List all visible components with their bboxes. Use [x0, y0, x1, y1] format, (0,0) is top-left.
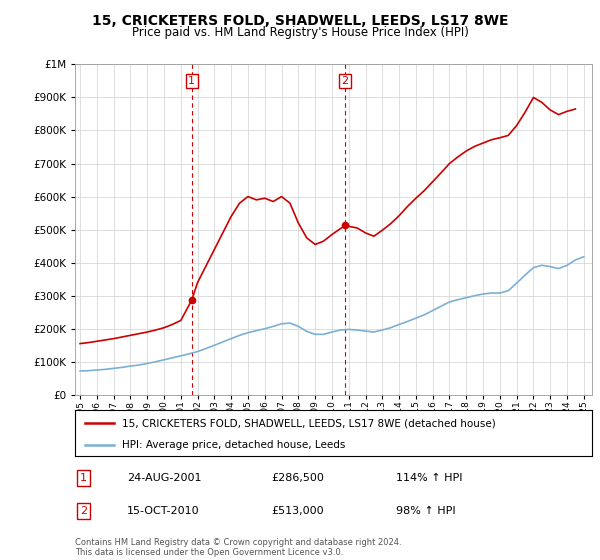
Text: HPI: Average price, detached house, Leeds: HPI: Average price, detached house, Leed… [122, 440, 345, 450]
Text: 2: 2 [80, 506, 87, 516]
Text: 24-AUG-2001: 24-AUG-2001 [127, 473, 201, 483]
Text: Price paid vs. HM Land Registry's House Price Index (HPI): Price paid vs. HM Land Registry's House … [131, 26, 469, 39]
Text: 15, CRICKETERS FOLD, SHADWELL, LEEDS, LS17 8WE: 15, CRICKETERS FOLD, SHADWELL, LEEDS, LS… [92, 14, 508, 28]
Text: 114% ↑ HPI: 114% ↑ HPI [395, 473, 462, 483]
Text: 2: 2 [341, 76, 349, 86]
Text: 1: 1 [188, 76, 195, 86]
Text: 98% ↑ HPI: 98% ↑ HPI [395, 506, 455, 516]
Text: Contains HM Land Registry data © Crown copyright and database right 2024.
This d: Contains HM Land Registry data © Crown c… [75, 538, 401, 557]
Text: 15-OCT-2010: 15-OCT-2010 [127, 506, 199, 516]
Text: 15, CRICKETERS FOLD, SHADWELL, LEEDS, LS17 8WE (detached house): 15, CRICKETERS FOLD, SHADWELL, LEEDS, LS… [122, 418, 495, 428]
Text: £513,000: £513,000 [272, 506, 324, 516]
Text: £286,500: £286,500 [272, 473, 325, 483]
Text: 1: 1 [80, 473, 87, 483]
